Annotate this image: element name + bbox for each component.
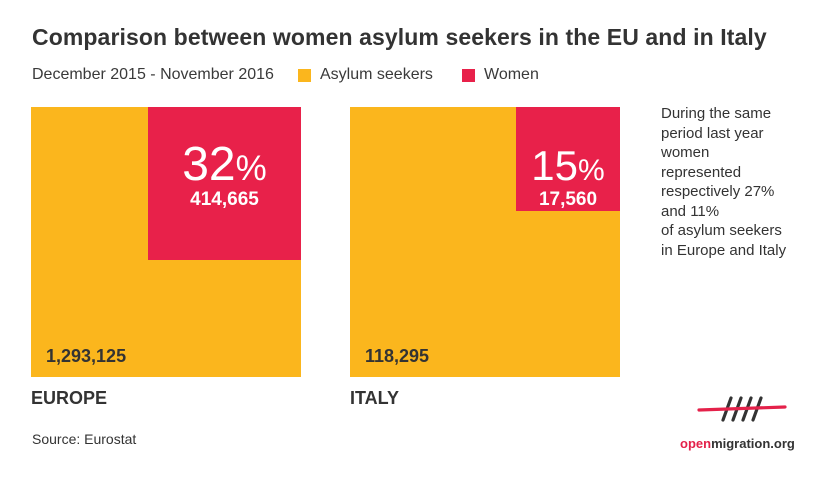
legend-item-women: Women bbox=[462, 66, 539, 84]
note-line: women bbox=[661, 144, 710, 161]
note-line: respectively 27% bbox=[661, 183, 775, 200]
note-line: in Europe and Italy bbox=[661, 241, 787, 259]
note-line: and 11% bbox=[661, 202, 720, 220]
note-line: of asylum seekers bbox=[661, 222, 782, 239]
legend-label-women: Women bbox=[484, 66, 539, 83]
women-square-italy bbox=[516, 107, 620, 211]
logo-text-migration: migration.org bbox=[711, 436, 795, 451]
legend-label-asylum-seekers: Asylum seekers bbox=[320, 66, 433, 83]
percentage-label-italy: 15% bbox=[531, 142, 604, 189]
note-line: represented bbox=[661, 163, 742, 181]
legend-swatch-asylum-seekers bbox=[298, 68, 311, 82]
legend-swatch-women bbox=[462, 68, 475, 82]
source-label: Source: Eurostat bbox=[32, 431, 137, 447]
logo-text-open: open bbox=[680, 436, 712, 451]
note-line: During the same bbox=[661, 105, 772, 122]
period-label: December 2015 - November 2016 bbox=[32, 66, 274, 83]
chart-title: Comparison between women asylum seekers … bbox=[32, 24, 767, 50]
total-count-label-italy: 118,295 bbox=[365, 346, 429, 366]
logo-text: openmigration.org bbox=[680, 436, 795, 451]
note-text: During the same period last year women r… bbox=[661, 104, 821, 260]
women-count-label-italy: 17,560 bbox=[539, 189, 597, 210]
women-count-label-europe: 414,665 bbox=[190, 189, 259, 210]
region-label-italy: ITALY bbox=[350, 388, 399, 408]
legend-item-asylum-seekers: Asylum seekers bbox=[298, 66, 433, 84]
women-square-europe bbox=[148, 107, 301, 260]
total-count-label-europe: 1,293,125 bbox=[46, 346, 126, 366]
region-label-europe: EUROPE bbox=[31, 388, 107, 408]
note-line: period last year bbox=[661, 124, 764, 142]
percentage-label-europe: 32% bbox=[182, 138, 267, 191]
openmigration-mark-icon bbox=[697, 396, 787, 422]
